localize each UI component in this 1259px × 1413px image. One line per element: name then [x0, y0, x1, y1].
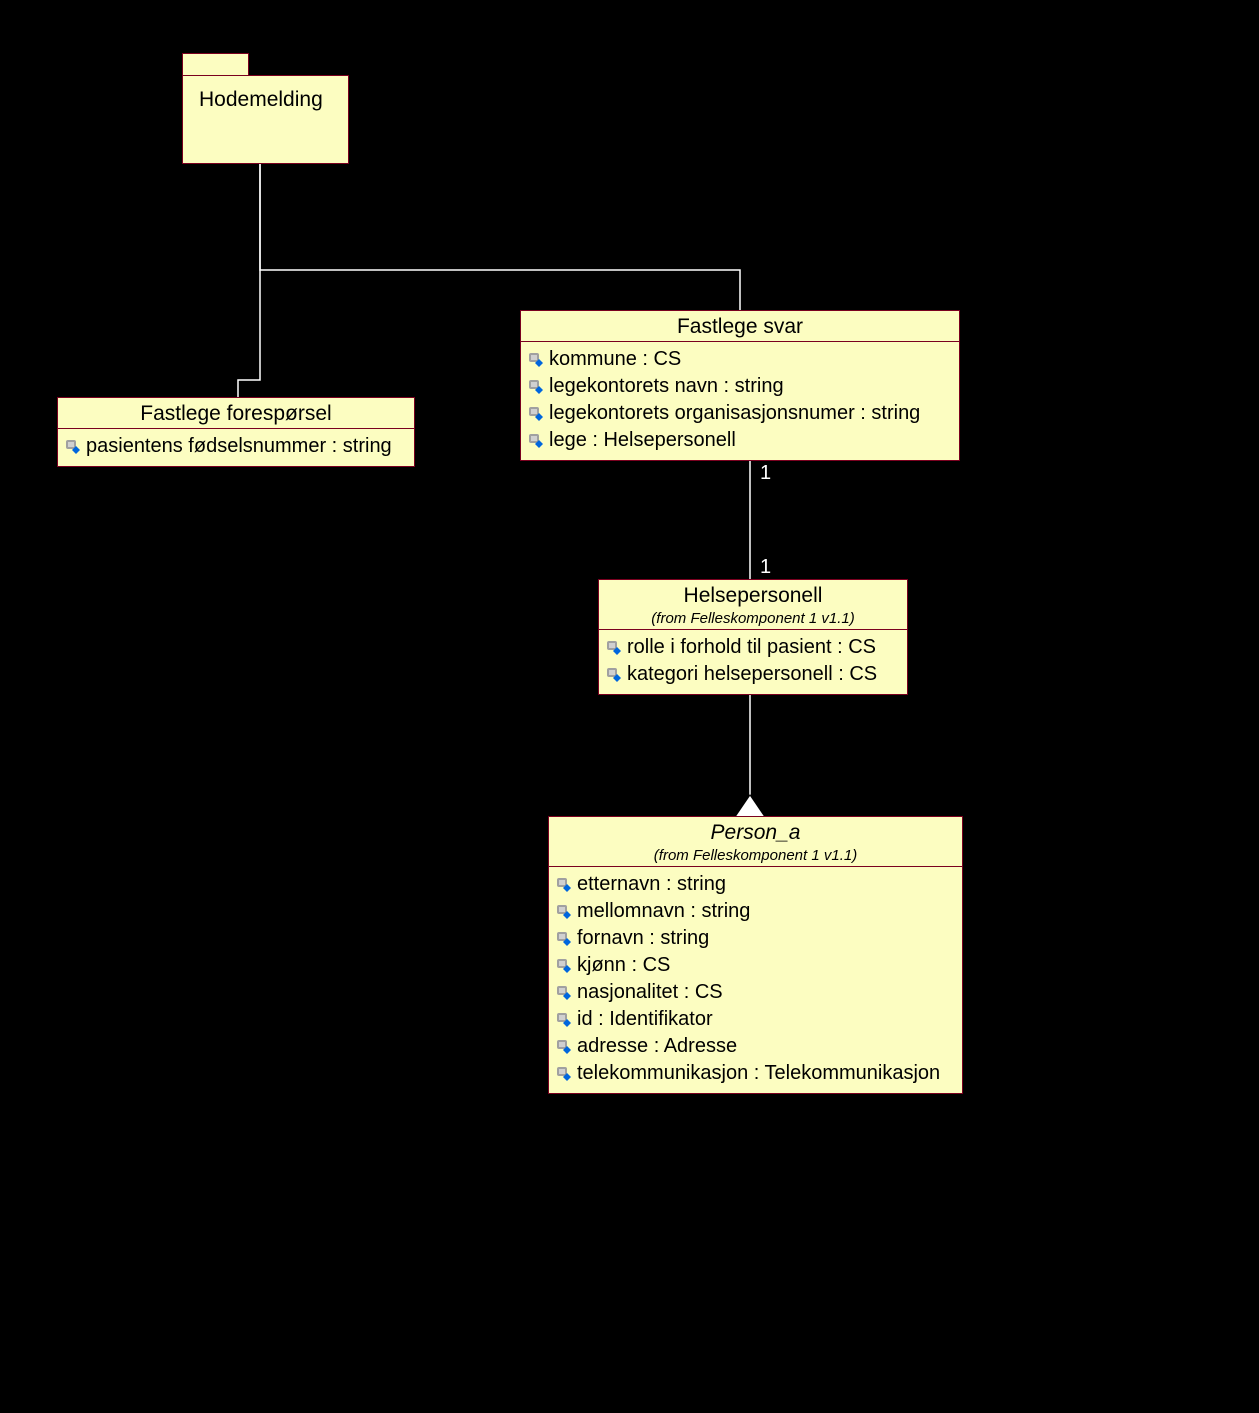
package-tab	[182, 53, 249, 76]
attr-label: id : Identifikator	[577, 1006, 713, 1033]
attr-label: telekommunikasjon : Telekommunikasjon	[577, 1060, 940, 1087]
attribute-icon	[605, 666, 623, 684]
uml-diagram: Hodemelding Fastlege forespørsel pasient…	[0, 0, 1259, 1413]
class-header: Fastlege svar	[521, 311, 959, 342]
class-body: etternavn : string mellomnavn : string f…	[549, 867, 962, 1093]
attribute-icon	[605, 639, 623, 657]
package-title: Hodemelding	[199, 88, 323, 112]
attribute-icon	[555, 957, 573, 975]
attr-label: nasjonalitet : CS	[577, 979, 723, 1006]
class-attr: telekommunikasjon : Telekommunikasjon	[555, 1060, 956, 1087]
attr-label: kommune : CS	[549, 346, 681, 373]
class-attr: adresse : Adresse	[555, 1033, 956, 1060]
class-header: Fastlege forespørsel	[58, 398, 414, 429]
class-fastlege-foresporsel: Fastlege forespørsel pasientens fødselsn…	[57, 397, 415, 467]
attribute-icon	[555, 930, 573, 948]
attribute-icon	[527, 351, 545, 369]
attr-label: legekontorets organisasjonsnumer : strin…	[549, 400, 920, 427]
class-attr: pasientens fødselsnummer : string	[64, 433, 408, 460]
class-attr: legekontorets navn : string	[527, 373, 953, 400]
class-helsepersonell: Helsepersonell (from Felleskomponent 1 v…	[598, 579, 908, 695]
class-subtitle: (from Felleskomponent 1 v1.1)	[557, 847, 954, 864]
class-attr: kategori helsepersonell : CS	[605, 661, 901, 688]
class-title: Person_a	[557, 821, 954, 845]
multiplicity-label: 1	[760, 462, 771, 485]
attr-label: adresse : Adresse	[577, 1033, 737, 1060]
package-hodemelding: Hodemelding	[182, 75, 349, 164]
attribute-icon	[64, 438, 82, 456]
generalization-arrowhead	[735, 795, 765, 817]
class-attr: rolle i forhold til pasient : CS	[605, 634, 901, 661]
attr-label: lege : Helsepersonell	[549, 427, 736, 454]
attribute-icon	[527, 378, 545, 396]
class-attr: kjønn : CS	[555, 952, 956, 979]
attribute-icon	[555, 984, 573, 1002]
class-fastlege-svar: Fastlege svar kommune : CS legekontorets…	[520, 310, 960, 461]
attr-label: legekontorets navn : string	[549, 373, 784, 400]
attr-label: pasientens fødselsnummer : string	[86, 433, 392, 460]
attr-label: kjønn : CS	[577, 952, 670, 979]
class-header: Helsepersonell (from Felleskomponent 1 v…	[599, 580, 907, 630]
attribute-icon	[555, 1065, 573, 1083]
class-title: Fastlege forespørsel	[66, 402, 406, 426]
class-body: pasientens fødselsnummer : string	[58, 429, 414, 466]
attribute-icon	[555, 903, 573, 921]
attribute-icon	[527, 432, 545, 450]
edge-hodemelding-foresporsel	[238, 164, 260, 397]
edge-hodemelding-svar	[260, 164, 740, 310]
class-attr: kommune : CS	[527, 346, 953, 373]
class-attr: legekontorets organisasjonsnumer : strin…	[527, 400, 953, 427]
class-attr: etternavn : string	[555, 871, 956, 898]
attr-label: rolle i forhold til pasient : CS	[627, 634, 876, 661]
attribute-icon	[527, 405, 545, 423]
class-attr: fornavn : string	[555, 925, 956, 952]
class-header: Person_a (from Felleskomponent 1 v1.1)	[549, 817, 962, 867]
attr-label: etternavn : string	[577, 871, 726, 898]
class-title: Fastlege svar	[529, 315, 951, 339]
class-title: Helsepersonell	[607, 584, 899, 608]
class-body: kommune : CS legekontorets navn : string…	[521, 342, 959, 460]
attribute-icon	[555, 876, 573, 894]
attribute-icon	[555, 1038, 573, 1056]
attr-label: kategori helsepersonell : CS	[627, 661, 877, 688]
class-attr: lege : Helsepersonell	[527, 427, 953, 454]
multiplicity-label: 1	[760, 556, 771, 579]
class-person-a: Person_a (from Felleskomponent 1 v1.1) e…	[548, 816, 963, 1094]
class-body: rolle i forhold til pasient : CS kategor…	[599, 630, 907, 694]
attr-label: fornavn : string	[577, 925, 709, 952]
attribute-icon	[555, 1011, 573, 1029]
connectors-svg	[0, 0, 1259, 1413]
class-attr: nasjonalitet : CS	[555, 979, 956, 1006]
class-subtitle: (from Felleskomponent 1 v1.1)	[607, 610, 899, 627]
class-attr: id : Identifikator	[555, 1006, 956, 1033]
attr-label: mellomnavn : string	[577, 898, 750, 925]
class-attr: mellomnavn : string	[555, 898, 956, 925]
